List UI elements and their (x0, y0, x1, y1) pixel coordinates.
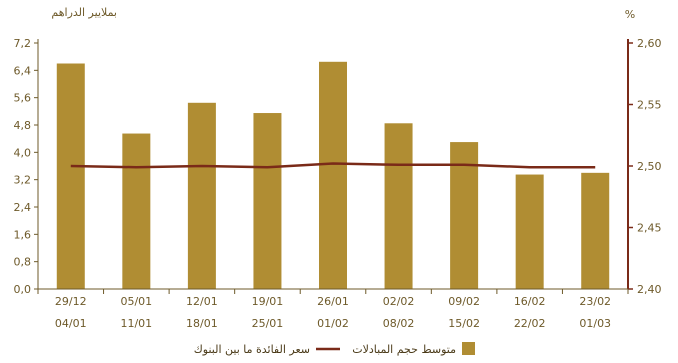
x-tick-label-end: 18/01 (186, 317, 218, 330)
x-tick-label-end: 01/02 (317, 317, 349, 330)
legend: متوسط حجم المبادلات سعر الفائدة ما بين ا… (194, 342, 475, 356)
x-tick-label-end: 08/02 (383, 317, 415, 330)
left-tick-label: 0,0 (14, 283, 32, 296)
x-tick-label-end: 15/02 (448, 317, 480, 330)
x-tick-label-start: 23/02 (579, 295, 611, 308)
x-tick-label-start: 26/01 (317, 295, 349, 308)
x-tick-label-start: 12/01 (186, 295, 218, 308)
legend-bar-label: متوسط حجم المبادلات (352, 343, 456, 356)
bar (450, 142, 479, 289)
x-tick-label-start: 19/01 (252, 295, 284, 308)
line-layer (70, 162, 596, 169)
x-tick-label-start: 16/02 (514, 295, 546, 308)
x-tick-label-end: 11/01 (120, 317, 152, 330)
left-axis-unit: بملايير الدراهم (51, 6, 117, 19)
bar (581, 172, 610, 289)
bar (384, 123, 413, 290)
left-tick-label: 7,2 (14, 37, 32, 50)
left-tick-label: 4,0 (14, 146, 32, 159)
left-tick-label: 1,6 (14, 228, 32, 241)
left-tick-label: 2,4 (14, 201, 32, 214)
right-tick-label: 2,45 (637, 222, 662, 235)
x-tick-label-end: 22/02 (514, 317, 546, 330)
bar (319, 61, 347, 289)
x-tick-label-end: 01/03 (579, 317, 611, 330)
bar (56, 63, 85, 289)
bar (515, 174, 544, 289)
x-axis-ticks: 29/12 04/01 05/01 11/01 12/01 18/01 19/01 25/01… (37, 289, 629, 330)
x-tick-label-end: 25/01 (252, 317, 284, 330)
interbank-rate-line (70, 162, 596, 169)
left-tick-label: 5,6 (14, 92, 32, 105)
left-tick-label: 3,2 (14, 174, 32, 187)
x-tick-label-start: 09/02 (448, 295, 480, 308)
left-tick-label: 4,8 (14, 119, 32, 132)
left-tick-label: 0,8 (14, 256, 32, 269)
x-tick-label-end: 04/01 (55, 317, 87, 330)
right-axis-unit: % (625, 8, 635, 21)
x-tick-label-start: 05/01 (120, 295, 152, 308)
right-tick-label: 2,50 (637, 160, 662, 173)
bar (187, 102, 216, 290)
x-tick-label-start: 02/02 (383, 295, 415, 308)
x-tick-label-start: 29/12 (55, 295, 87, 308)
right-tick-label: 2,55 (637, 99, 662, 112)
bar (122, 133, 151, 289)
right-tick-label: 2,40 (637, 283, 662, 296)
bars-layer (56, 61, 610, 290)
legend-bar-swatch (462, 342, 475, 355)
right-axis-ticks: 2,40 2,45 2,50 2,55 2,60 (628, 37, 662, 296)
right-tick-label: 2,60 (637, 37, 662, 50)
bar (253, 113, 282, 290)
legend-line-label: سعر الفائدة ما بين البنوك (194, 343, 310, 356)
left-axis-ticks: 0,0 0,8 1,6 2,4 3,2 4,0 4,8 5,6 6,4 7,2 (14, 37, 38, 296)
left-tick-label: 6,4 (14, 64, 32, 77)
